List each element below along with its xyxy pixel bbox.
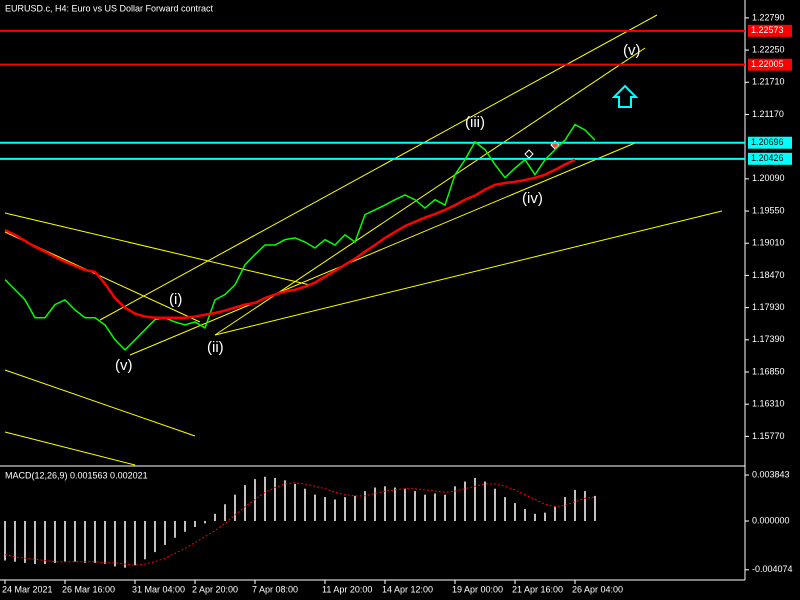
series-line xyxy=(4,158,576,319)
x-tick-label: 21 Apr 16:00 xyxy=(512,584,563,594)
trend-lines xyxy=(4,14,723,466)
trend-line xyxy=(99,14,658,321)
trend-line xyxy=(214,210,723,336)
trend-line xyxy=(4,369,196,437)
y-tick-label: 1.16310 xyxy=(752,399,785,409)
level-box xyxy=(748,152,792,165)
y-tick-label: 1.17390 xyxy=(752,334,785,344)
level-label: 1.20426 xyxy=(751,153,784,163)
up-arrow-icon xyxy=(611,84,639,108)
x-tick-label: 7 Apr 08:00 xyxy=(252,584,298,594)
macd-title: MACD(12,26,9) 0.001563 0.002021 xyxy=(5,470,148,480)
x-tick-label: 14 Apr 12:00 xyxy=(382,584,433,594)
x-tick-label: 31 Mar 04:00 xyxy=(132,584,185,594)
level-box xyxy=(748,58,792,71)
x-tick-label: 19 Apr 00:00 xyxy=(452,584,503,594)
level-label: 1.22005 xyxy=(751,59,784,69)
x-tick-label: 2 Apr 20:00 xyxy=(192,584,238,594)
y-tick-label: 1.21170 xyxy=(752,109,784,119)
trend-line xyxy=(129,142,636,356)
y-tick-label: 0.000000 xyxy=(752,515,790,525)
trend-line xyxy=(4,431,136,466)
wave-label: (v) xyxy=(623,42,641,59)
wave-label: (ii) xyxy=(207,339,224,356)
y-tick-label: 1.19010 xyxy=(752,238,785,248)
trend-line xyxy=(214,47,646,336)
y-tick-label: -0.004074 xyxy=(752,564,793,574)
x-tick-label: 11 Apr 20:00 xyxy=(322,584,372,594)
wave-label: (v) xyxy=(115,357,133,374)
x-tick-label: 24 Mar 2021 xyxy=(2,584,53,594)
level-label: 1.22573 xyxy=(751,25,784,35)
level-label: 1.20696 xyxy=(751,137,784,147)
chart-title: EURUSD.c, H4: Euro vs US Dollar Forward … xyxy=(5,3,214,13)
level-box xyxy=(748,136,792,149)
wave-label: (iii) xyxy=(465,114,485,131)
y-tick-label: 0.003843 xyxy=(752,469,790,479)
x-tick-label: 26 Apr 04:00 xyxy=(572,584,623,594)
series-line xyxy=(4,123,596,352)
y-tick-label: 1.22250 xyxy=(752,44,785,54)
y-tick-label: 1.22790 xyxy=(752,12,785,22)
y-tick-label: 1.19550 xyxy=(752,205,785,215)
y-tick-label: 1.16850 xyxy=(752,366,785,376)
wave-label: (i) xyxy=(169,291,182,308)
y-tick-label: 1.20090 xyxy=(752,173,785,183)
y-tick-label: 1.17930 xyxy=(752,302,785,312)
y-tick-label: 1.21710 xyxy=(752,77,785,87)
y-tick-label: 1.15770 xyxy=(752,431,785,441)
y-tick-label: 1.18470 xyxy=(752,270,785,280)
wave-label: (iv) xyxy=(522,190,543,207)
x-tick-label: 26 Mar 16:00 xyxy=(62,584,115,594)
trend-line xyxy=(4,212,311,286)
level-box xyxy=(748,24,792,37)
